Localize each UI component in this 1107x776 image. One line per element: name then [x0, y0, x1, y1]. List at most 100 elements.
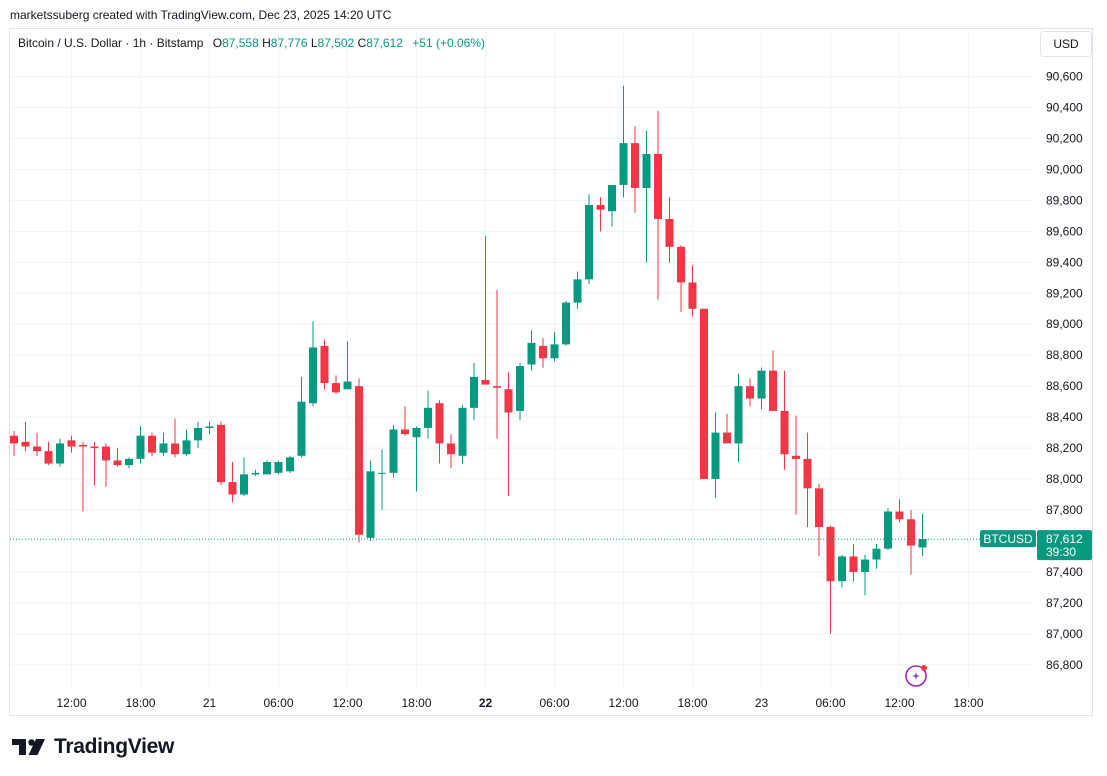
candle-body[interactable]: [769, 370, 777, 411]
candle-body[interactable]: [343, 381, 352, 390]
y-tick-label: 90,000: [1046, 162, 1083, 176]
candle-body[interactable]: [746, 386, 754, 399]
candle-body[interactable]: [205, 426, 214, 428]
candle-body[interactable]: [378, 472, 386, 474]
price-badge-value: 87,612: [1046, 532, 1083, 546]
candle-body[interactable]: [274, 462, 283, 473]
candle-body[interactable]: [642, 153, 651, 189]
candle-body[interactable]: [458, 407, 467, 456]
candle-body[interactable]: [297, 401, 306, 456]
candle-body[interactable]: [251, 472, 260, 475]
y-tick-label: 89,200: [1046, 286, 1083, 300]
candle-body[interactable]: [504, 389, 513, 413]
x-tick-label: 18:00: [953, 696, 983, 710]
candle-body[interactable]: [424, 407, 432, 428]
candle-body[interactable]: [792, 455, 800, 459]
candle-body[interactable]: [171, 443, 179, 455]
candle-body[interactable]: [320, 345, 329, 384]
candle-body[interactable]: [67, 440, 76, 447]
candle-body[interactable]: [481, 379, 490, 385]
candle-body[interactable]: [907, 519, 915, 546]
chart-attribution: marketssuberg created with TradingView.c…: [10, 8, 392, 22]
candle-body[interactable]: [182, 440, 191, 455]
candle-body[interactable]: [631, 143, 639, 189]
sparkle-badge-icon[interactable]: [905, 665, 927, 687]
candle-body[interactable]: [33, 446, 41, 452]
candle-body[interactable]: [21, 441, 30, 447]
candle-body[interactable]: [389, 429, 398, 473]
x-tick-label: 21: [203, 696, 217, 710]
candle-body[interactable]: [918, 539, 927, 548]
currency-button[interactable]: USD: [1040, 31, 1092, 57]
candle-body[interactable]: [286, 457, 294, 472]
candle-body[interactable]: [332, 383, 340, 393]
candle-body[interactable]: [585, 205, 593, 280]
candle-body[interactable]: [217, 424, 225, 483]
candle-body[interactable]: [263, 462, 271, 475]
candle-body[interactable]: [757, 370, 766, 399]
candle-body[interactable]: [849, 556, 858, 572]
candle-body[interactable]: [493, 386, 501, 388]
candle-body[interactable]: [803, 458, 812, 489]
candle-body[interactable]: [309, 347, 317, 404]
candle-body[interactable]: [688, 282, 697, 309]
candle-body[interactable]: [194, 427, 202, 441]
candle-body[interactable]: [895, 511, 904, 520]
candle-body[interactable]: [654, 153, 662, 219]
candle-body[interactable]: [355, 386, 363, 535]
candle-body[interactable]: [516, 366, 524, 411]
x-tick-label: 12:00: [608, 696, 638, 710]
y-tick-label: 90,200: [1046, 131, 1083, 145]
candle-body[interactable]: [401, 429, 409, 435]
candle-body[interactable]: [125, 458, 133, 466]
candle-body[interactable]: [884, 511, 892, 549]
candle-body[interactable]: [550, 344, 559, 359]
candle-body[interactable]: [90, 446, 99, 449]
candle-body[interactable]: [228, 482, 237, 495]
candle-body[interactable]: [861, 559, 869, 572]
candle-body[interactable]: [240, 474, 248, 495]
y-tick-label: 86,800: [1046, 658, 1083, 672]
candle-body[interactable]: [412, 427, 421, 438]
candle-body[interactable]: [815, 488, 823, 528]
candle-body[interactable]: [113, 460, 122, 466]
candle-body[interactable]: [435, 403, 444, 444]
y-tick-label: 90,400: [1046, 101, 1083, 115]
candle-body[interactable]: [596, 205, 605, 210]
notification-dot: [921, 665, 927, 671]
candle-body[interactable]: [562, 302, 570, 345]
candle-body[interactable]: [366, 471, 375, 538]
candle-body[interactable]: [665, 218, 674, 247]
candle-body[interactable]: [573, 279, 582, 303]
candle-body[interactable]: [734, 386, 743, 444]
candle-body[interactable]: [619, 143, 628, 185]
candle-body[interactable]: [677, 246, 685, 283]
candle-body[interactable]: [872, 548, 881, 560]
price-badge-countdown: 39:30: [1046, 545, 1076, 559]
candle-body[interactable]: [56, 443, 64, 464]
candle-body[interactable]: [10, 435, 18, 444]
high-value: 87,776: [270, 36, 308, 50]
candle-body[interactable]: [838, 556, 846, 582]
candle-body[interactable]: [723, 432, 731, 444]
low-label: L: [310, 36, 318, 50]
candle-body[interactable]: [527, 342, 536, 365]
candle-body[interactable]: [780, 410, 789, 455]
candle-body[interactable]: [148, 435, 156, 453]
low-value: 87,502: [317, 36, 355, 50]
candle-body[interactable]: [826, 527, 835, 582]
candle-body[interactable]: [711, 432, 720, 480]
candle-body[interactable]: [700, 308, 708, 480]
candle-body[interactable]: [608, 184, 616, 212]
open-label: O: [212, 36, 223, 50]
y-tick-label: 87,200: [1046, 596, 1083, 610]
candle-body[interactable]: [136, 435, 145, 459]
candle-body[interactable]: [447, 443, 455, 455]
candle-body[interactable]: [79, 444, 87, 447]
candle-body[interactable]: [102, 446, 110, 461]
candle-body[interactable]: [159, 443, 168, 453]
candle-body[interactable]: [539, 345, 547, 359]
candle-body[interactable]: [470, 376, 478, 408]
candle-body[interactable]: [44, 451, 53, 464]
